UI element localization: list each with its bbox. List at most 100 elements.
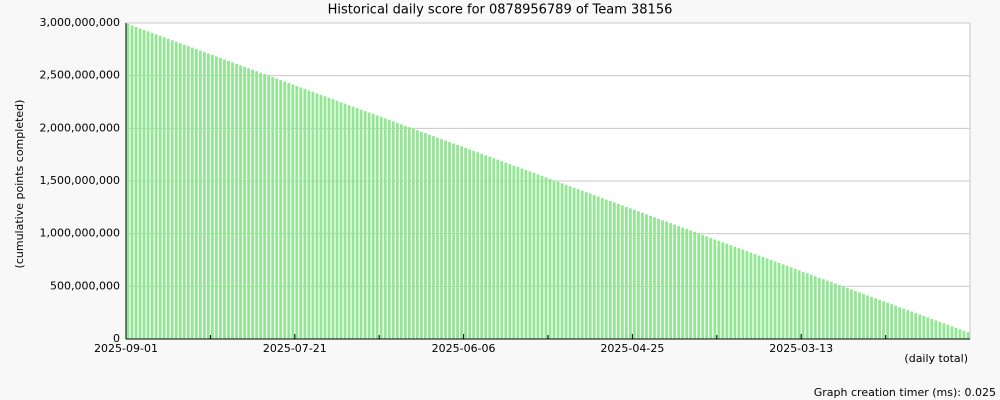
bar: [383, 118, 387, 339]
bar: [407, 127, 411, 339]
bar: [528, 171, 532, 339]
bar: [564, 184, 568, 339]
bar: [403, 125, 407, 340]
bar: [821, 279, 825, 339]
bar: [259, 72, 263, 339]
bar: [653, 217, 656, 339]
bar: [709, 237, 713, 339]
bar: [858, 292, 861, 339]
bar: [898, 307, 902, 339]
bar: [440, 139, 443, 339]
bar: [600, 198, 604, 339]
bar: [287, 83, 291, 339]
bar: [886, 302, 890, 339]
bar: [922, 316, 926, 339]
bar: [608, 201, 612, 339]
bar: [641, 212, 644, 339]
bar: [194, 49, 198, 339]
bar: [363, 111, 367, 339]
bar: [198, 50, 202, 340]
bar: [894, 305, 898, 339]
chart-title: Historical daily score for 0878956789 of…: [328, 3, 673, 18]
bar: [584, 192, 588, 339]
bar: [327, 97, 331, 339]
bar: [488, 156, 492, 339]
bar: [717, 240, 721, 339]
bar: [472, 150, 476, 339]
bar: [677, 226, 681, 339]
bar: [219, 57, 222, 339]
bar: [548, 178, 552, 339]
bar: [239, 65, 242, 340]
bar: [339, 102, 343, 339]
bar: [395, 122, 399, 339]
bar: [846, 288, 849, 339]
bar: [850, 289, 853, 339]
bar: [841, 286, 845, 339]
bar: [279, 80, 283, 339]
bar: [211, 55, 214, 339]
bar: [946, 324, 950, 339]
bar: [918, 314, 922, 339]
bar: [158, 35, 162, 339]
bar: [878, 299, 881, 339]
bar: [182, 44, 186, 339]
bar: [166, 38, 170, 340]
bar: [512, 165, 516, 339]
bar: [331, 99, 335, 340]
bar: [697, 233, 701, 339]
bar: [777, 262, 781, 339]
bar: [343, 103, 347, 339]
bar: [874, 298, 877, 339]
bar: [319, 94, 323, 339]
bar: [371, 114, 375, 340]
bar: [596, 196, 600, 339]
bar: [190, 47, 194, 339]
bar: [854, 290, 857, 339]
bar: [797, 270, 801, 339]
bar: [665, 221, 668, 339]
bar: [255, 71, 259, 339]
y-tick-label: 500,000,000: [50, 279, 120, 292]
bar: [612, 202, 616, 339]
bar: [741, 249, 745, 339]
bar: [536, 174, 540, 339]
bar: [588, 193, 592, 339]
bar: [448, 142, 451, 339]
bar: [520, 168, 524, 339]
bar: [223, 59, 226, 339]
bar: [283, 81, 287, 339]
bar: [436, 137, 439, 339]
bar: [174, 41, 178, 340]
bar: [367, 112, 371, 340]
bar: [243, 66, 246, 339]
bar: [805, 273, 809, 339]
bar: [150, 32, 154, 339]
bar: [202, 52, 206, 340]
bar: [432, 136, 435, 339]
bar: [624, 206, 628, 339]
bar: [765, 258, 769, 339]
bar: [375, 115, 379, 339]
bar: [508, 164, 512, 339]
bar: [460, 146, 463, 339]
bar: [592, 195, 596, 339]
bar: [914, 313, 918, 339]
y-tick-label: 1,000,000,000: [40, 227, 120, 240]
bar: [829, 282, 833, 339]
bar: [359, 109, 363, 339]
bar: [934, 320, 938, 339]
bar: [399, 124, 403, 340]
bar: [906, 310, 910, 339]
bar: [556, 181, 560, 339]
bar: [419, 131, 423, 339]
bar: [753, 254, 757, 339]
bar: [134, 27, 138, 340]
bar: [604, 199, 608, 339]
bar: [235, 63, 238, 340]
bar: [552, 180, 556, 339]
bar: [206, 53, 210, 340]
y-tick-label: 0: [113, 332, 120, 345]
bar: [649, 215, 652, 339]
